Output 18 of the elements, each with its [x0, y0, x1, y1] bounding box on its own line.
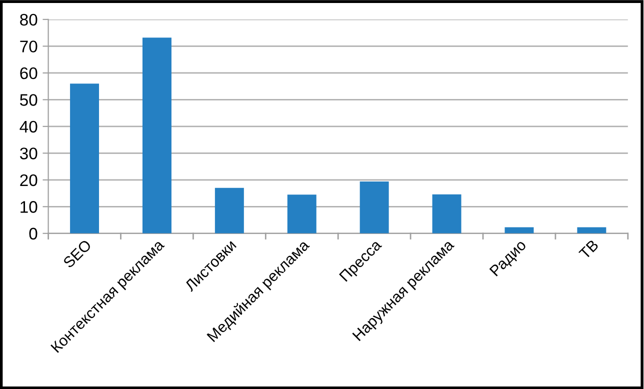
y-tick-label: 60: [20, 67, 38, 80]
bar: [577, 227, 606, 234]
x-tick-label: ТВ: [578, 239, 599, 260]
y-tick-label: 10: [20, 201, 38, 213]
bar: [504, 227, 534, 234]
bar: [432, 194, 462, 234]
y-tick-label: 40: [20, 120, 38, 133]
y-tick-label: 0: [29, 228, 38, 240]
y-tick-label: 70: [20, 40, 38, 52]
bar: [360, 182, 389, 234]
y-tick-label: 80: [20, 14, 38, 26]
y-tick-label: 30: [20, 148, 38, 160]
bar: [214, 188, 244, 234]
bar: [287, 194, 316, 234]
y-tick-label: 20: [20, 174, 38, 186]
y-tick-label: 50: [20, 94, 38, 106]
bar: [142, 38, 172, 234]
bar: [70, 84, 100, 234]
